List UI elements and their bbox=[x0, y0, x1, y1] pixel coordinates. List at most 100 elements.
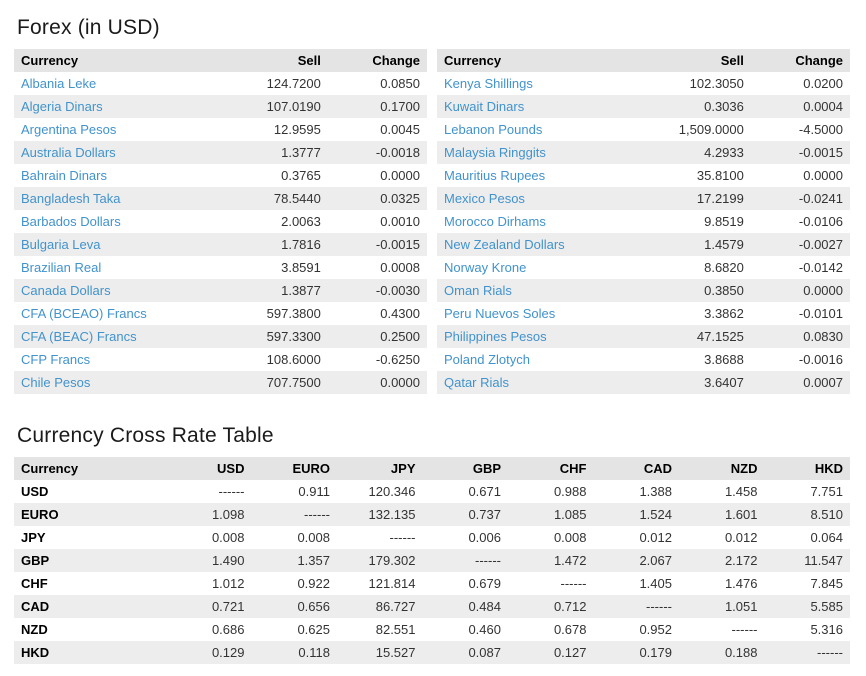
cross-rate-title: Currency Cross Rate Table bbox=[17, 424, 274, 447]
currency-link[interactable]: New Zealand Dollars bbox=[444, 237, 565, 252]
currency-link[interactable]: Morocco Dirhams bbox=[444, 214, 546, 229]
cross-rate-value: 0.118 bbox=[298, 645, 330, 660]
currency-cell: Norway Krone bbox=[437, 256, 631, 279]
cross-rate-value: ------ bbox=[731, 622, 758, 637]
currency-link[interactable]: Malaysia Ringgits bbox=[444, 145, 546, 160]
cross-rate-value: 0.988 bbox=[553, 484, 587, 499]
cross-rate-value: 0.678 bbox=[553, 622, 587, 637]
sell-value: 2.0063 bbox=[281, 214, 321, 229]
change-value: 0.0007 bbox=[803, 375, 843, 390]
cross-rate-value: 1.472 bbox=[553, 553, 587, 568]
forex-table-row: Lebanon Pounds 1,509.0000 -4.5000 bbox=[437, 118, 850, 141]
sell-value: 108.6000 bbox=[266, 352, 321, 367]
forex-table-row: Albania Leke 124.7200 0.0850 bbox=[14, 72, 427, 95]
cross-rate-value: ------ bbox=[218, 484, 245, 499]
currency-link[interactable]: Mexico Pesos bbox=[444, 191, 525, 206]
currency-column-header: Currency bbox=[437, 49, 632, 72]
currency-link[interactable]: Canada Dollars bbox=[21, 283, 111, 298]
cross-rate-value: 2.067 bbox=[639, 553, 672, 568]
currency-link[interactable]: Poland Zlotych bbox=[444, 352, 530, 367]
currency-link[interactable]: Kuwait Dinars bbox=[444, 99, 525, 114]
forex-table-row: Canada Dollars 1.3877 -0.0030 bbox=[14, 279, 427, 302]
currency-link[interactable]: CFA (BEAC) Francs bbox=[21, 329, 137, 344]
forex-table-row: Malaysia Ringgits 4.2933 -0.0015 bbox=[437, 141, 850, 164]
cross-rate-value: 1.012 bbox=[211, 576, 245, 591]
currency-link[interactable]: Bahrain Dinars bbox=[21, 168, 107, 183]
cross-rate-value: 0.008 bbox=[211, 530, 245, 545]
cross-rate-value: 0.087 bbox=[468, 645, 501, 660]
sell-value: 1.3877 bbox=[281, 283, 321, 298]
cross-rate-value: 120.346 bbox=[368, 484, 416, 499]
currency-link[interactable]: Brazilian Real bbox=[21, 260, 102, 275]
cross-rate-table-row: CHF 1.012 0.922 121.814 0.679 ------ 1.405 1.47… bbox=[14, 572, 850, 595]
change-value: -0.0016 bbox=[798, 352, 843, 367]
sell-value: 1.4579 bbox=[704, 237, 744, 252]
currency-link[interactable]: Mauritius Rupees bbox=[444, 168, 546, 183]
sell-value: 707.7500 bbox=[266, 375, 321, 390]
hkd-column-header: HKD bbox=[764, 457, 850, 480]
currency-link[interactable]: Lebanon Pounds bbox=[444, 122, 543, 137]
currency-cell: New Zealand Dollars bbox=[437, 233, 631, 256]
change-value: -0.0018 bbox=[375, 145, 420, 160]
cross-rate-value: 15.527 bbox=[375, 645, 416, 660]
currency-link[interactable]: CFP Francs bbox=[21, 352, 91, 367]
currency-link[interactable]: Oman Rials bbox=[444, 283, 512, 298]
cross-rate-table-row: CAD 0.721 0.656 86.727 0.484 0.712 ------ 1.051… bbox=[14, 595, 850, 618]
forex-table-row: Mexico Pesos 17.2199 -0.0241 bbox=[437, 187, 850, 210]
currency-link[interactable]: Chile Pesos bbox=[21, 375, 91, 390]
forex-tables-container: Currency Sell Change Albania Leke 124.720… bbox=[14, 49, 850, 394]
cross-rate-value: 1.490 bbox=[211, 553, 245, 568]
currency-cell: Algeria Dinars bbox=[14, 95, 208, 118]
currency-link[interactable]: Albania Leke bbox=[21, 76, 97, 91]
cross-rate-value: ------ bbox=[389, 530, 416, 545]
cross-rate-value: ------ bbox=[560, 576, 587, 591]
currency-cell: Peru Nuevos Soles bbox=[437, 302, 631, 325]
sell-value: 0.3036 bbox=[704, 99, 744, 114]
currency-link[interactable]: Bulgaria Leva bbox=[21, 237, 101, 252]
cross-rate-value: 0.679 bbox=[468, 576, 501, 591]
currency-cell: CFA (BCEAO) Francs bbox=[14, 302, 208, 325]
sell-value: 8.6820 bbox=[704, 260, 744, 275]
currency-link[interactable]: Bangladesh Taka bbox=[21, 191, 121, 206]
currency-link[interactable]: Australia Dollars bbox=[21, 145, 116, 160]
forex-table-row: Chile Pesos 707.7500 0.0000 bbox=[14, 371, 427, 394]
currency-cell: Malaysia Ringgits bbox=[437, 141, 631, 164]
currency-link[interactable]: Argentina Pesos bbox=[21, 122, 117, 137]
change-value: 0.4300 bbox=[380, 306, 420, 321]
cross-rate-value: ------ bbox=[304, 507, 330, 522]
cross-rate-value: 0.012 bbox=[724, 530, 758, 545]
sell-value: 12.9595 bbox=[273, 122, 321, 137]
currency-link[interactable]: Kenya Shillings bbox=[444, 76, 533, 91]
currency-link[interactable]: CFA (BCEAO) Francs bbox=[21, 306, 147, 321]
cross-rate-row-label: HKD bbox=[21, 645, 50, 660]
currency-link[interactable]: Qatar Rials bbox=[444, 375, 510, 390]
cross-rate-value: 121.814 bbox=[368, 576, 416, 591]
currency-link[interactable]: Algeria Dinars bbox=[21, 99, 103, 114]
change-column-header: Change bbox=[750, 49, 850, 72]
cad-column-header: CAD bbox=[593, 457, 679, 480]
change-column-header: Change bbox=[327, 49, 427, 72]
currency-column-header: Currency bbox=[14, 49, 209, 72]
cross-rate-value: 0.188 bbox=[724, 645, 758, 660]
cross-rate-row-label: NZD bbox=[21, 622, 48, 637]
currency-link[interactable]: Barbados Dollars bbox=[21, 214, 121, 229]
cross-rate-value: 0.008 bbox=[553, 530, 587, 545]
cross-rate-table-row: USD ------ 0.911 120.346 0.671 0.988 1.388 1.45… bbox=[14, 480, 850, 503]
currency-cell: Kuwait Dinars bbox=[437, 95, 631, 118]
cross-rate-row-label: JPY bbox=[21, 530, 46, 545]
forex-table-row: Brazilian Real 3.8591 0.0008 bbox=[14, 256, 427, 279]
forex-table-row: Algeria Dinars 107.0190 0.1700 bbox=[14, 95, 427, 118]
jpy-column-header: JPY bbox=[337, 457, 423, 480]
currency-link[interactable]: Norway Krone bbox=[444, 260, 527, 275]
currency-link[interactable]: Peru Nuevos Soles bbox=[444, 306, 556, 321]
sell-value: 35.8100 bbox=[696, 168, 744, 183]
change-value: -4.5000 bbox=[798, 122, 843, 137]
currency-link[interactable]: Philippines Pesos bbox=[444, 329, 547, 344]
sell-value: 17.2199 bbox=[696, 191, 744, 206]
currency-cell: Mauritius Rupees bbox=[437, 164, 631, 187]
change-value: -0.0030 bbox=[375, 283, 420, 298]
currency-cell: Oman Rials bbox=[437, 279, 631, 302]
change-value: 0.1700 bbox=[380, 99, 420, 114]
cross-rate-value: 0.460 bbox=[468, 622, 501, 637]
